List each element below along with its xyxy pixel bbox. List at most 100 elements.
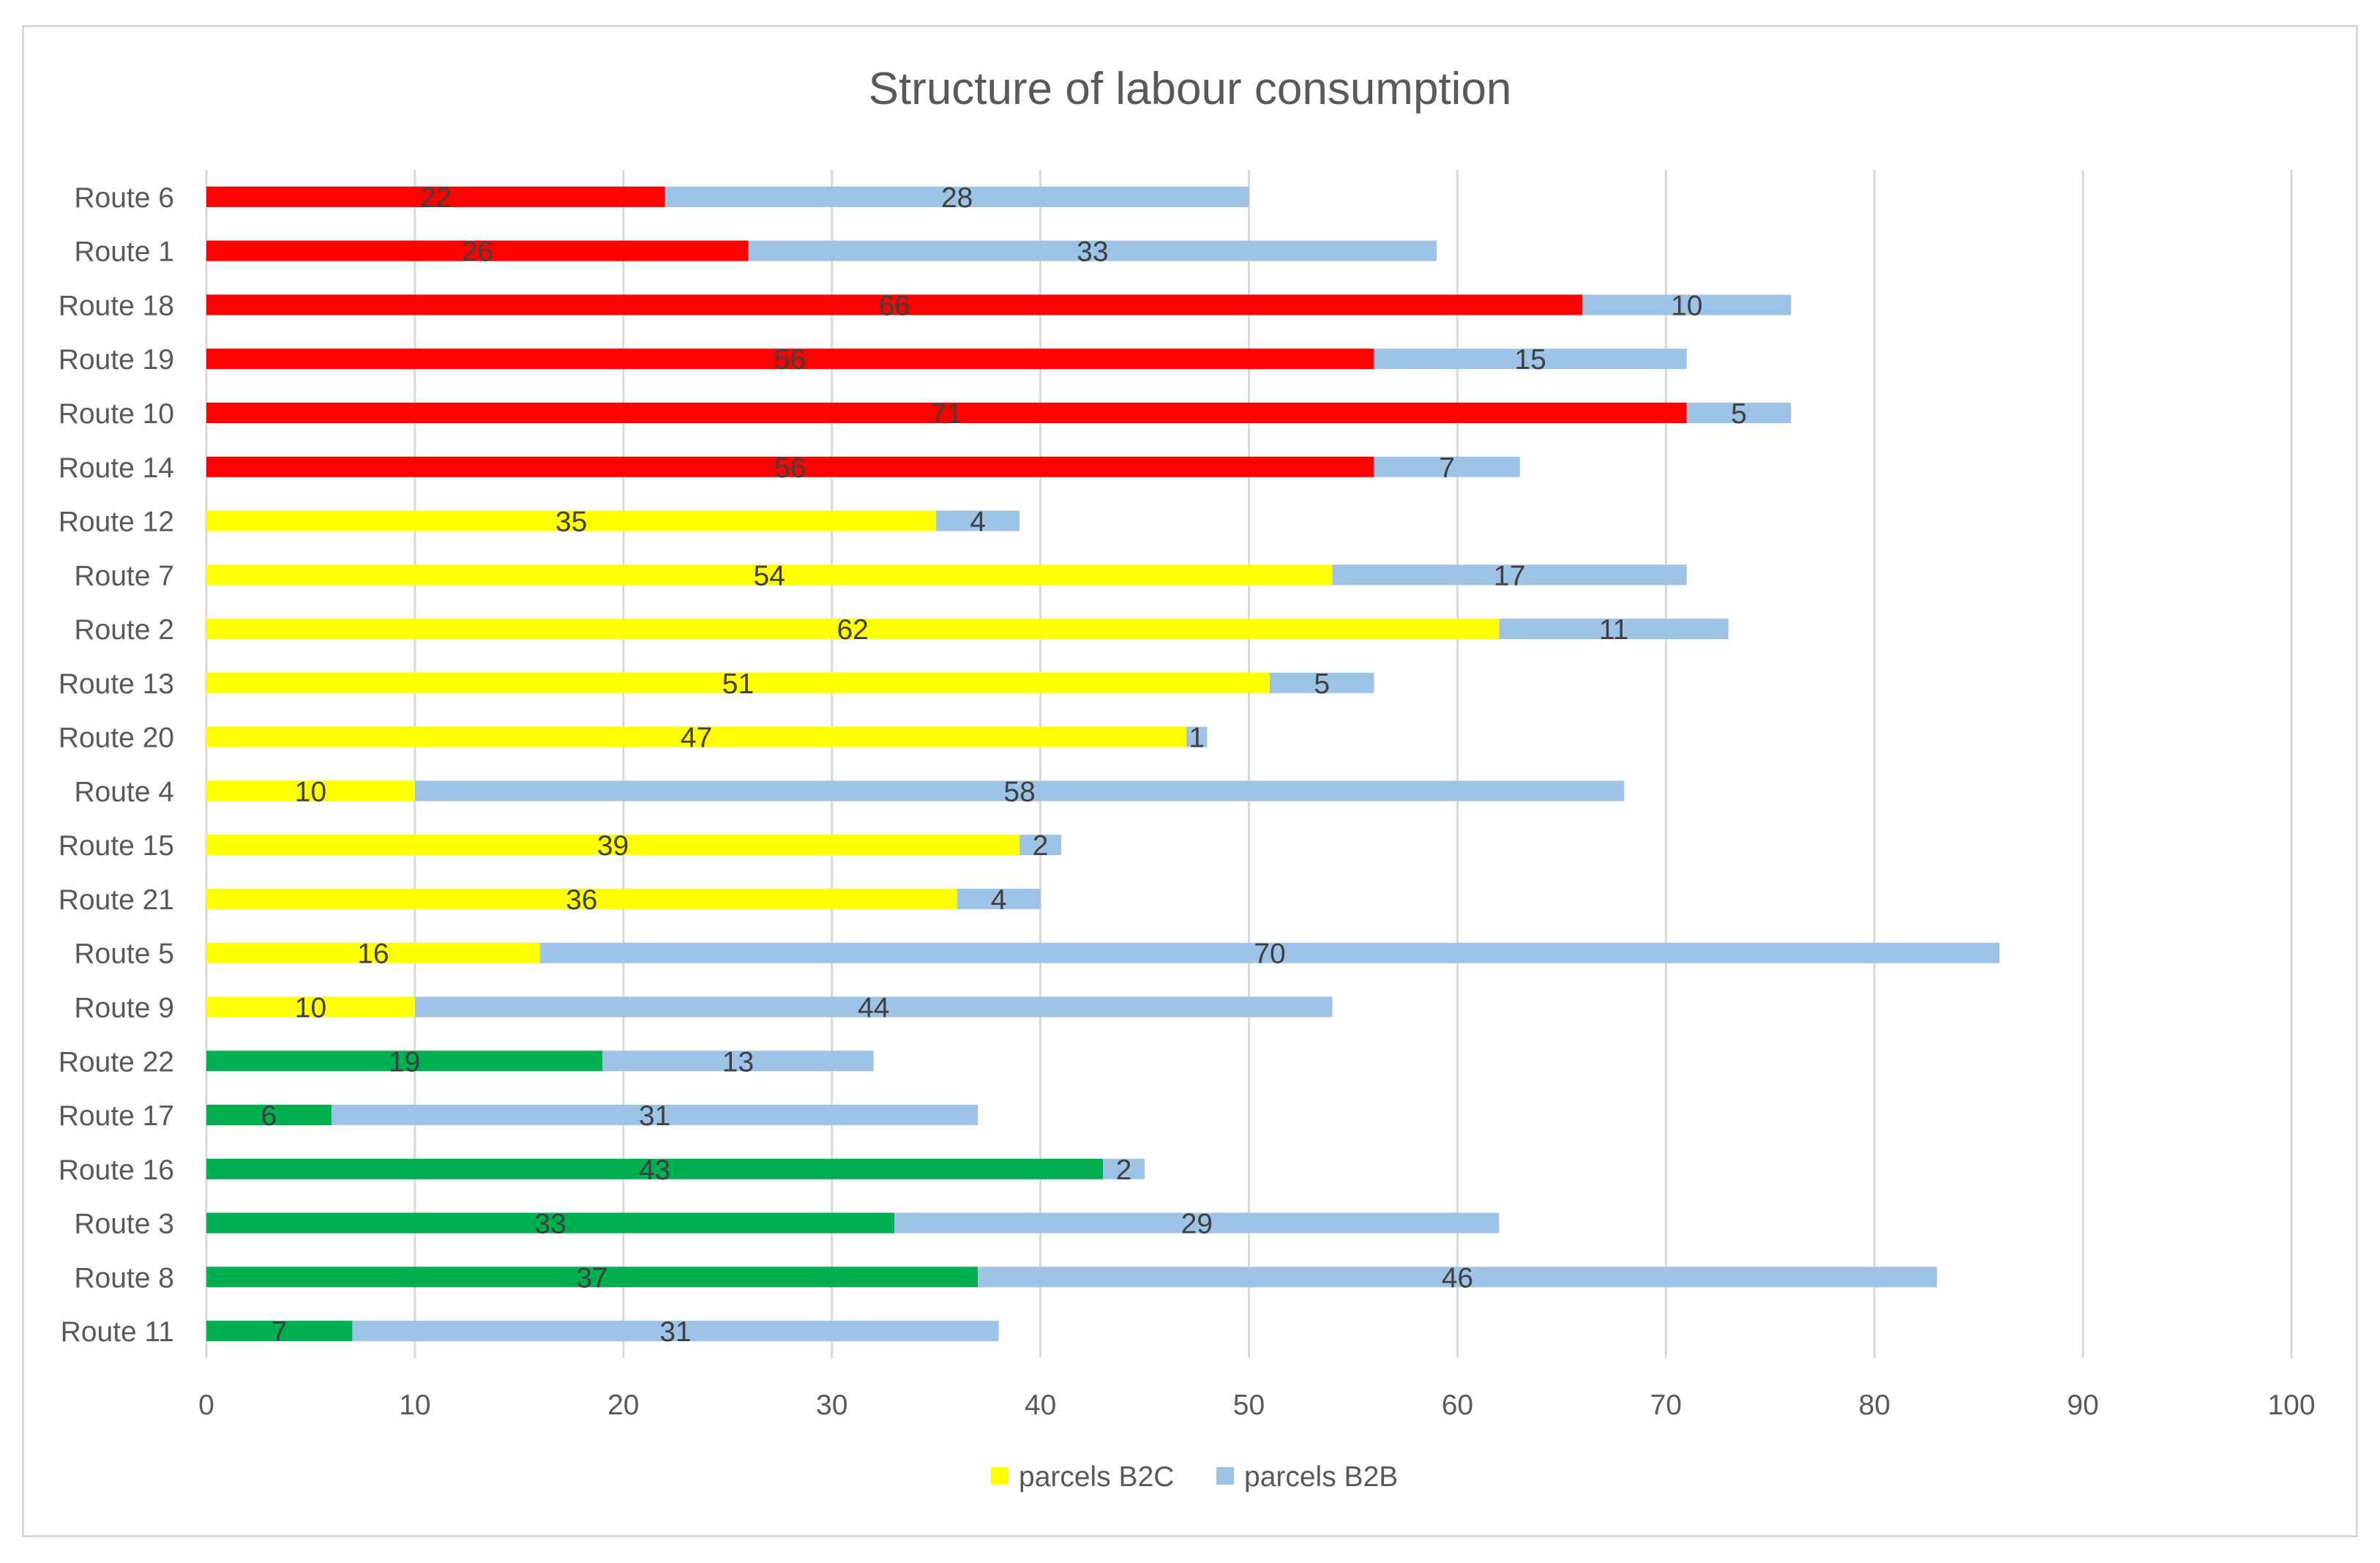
data-label-b2b: 13 bbox=[722, 1046, 754, 1078]
data-label-b2c: 6 bbox=[261, 1100, 277, 1132]
category-label: Route 11 bbox=[61, 1316, 174, 1348]
bar-b2b bbox=[1374, 456, 1520, 477]
bar-b2c bbox=[206, 619, 1500, 640]
bar-b2c bbox=[206, 888, 957, 909]
x-tick-label: 60 bbox=[1442, 1389, 1473, 1421]
data-label-b2c: 36 bbox=[566, 884, 597, 916]
data-label-b2b: 44 bbox=[858, 992, 889, 1023]
data-label-b2b: 1 bbox=[1189, 723, 1205, 754]
bar-b2c bbox=[206, 996, 415, 1018]
data-label-b2c: 37 bbox=[576, 1262, 607, 1294]
bar-b2b bbox=[414, 996, 1333, 1018]
bar-b2b bbox=[1374, 348, 1687, 370]
bars bbox=[206, 186, 2000, 1342]
bar-b2c bbox=[206, 186, 665, 207]
legend-swatch-b2c bbox=[991, 1467, 1008, 1485]
category-label: Route 7 bbox=[74, 560, 174, 592]
category-label: Route 14 bbox=[59, 452, 174, 484]
bar-b2c bbox=[206, 835, 1020, 856]
bar-b2b bbox=[1332, 564, 1687, 586]
bar-b2b bbox=[1686, 402, 1792, 423]
category-labels: Route 6 Route 1 Route 18 Route 19 Route 10 Ro… bbox=[59, 182, 174, 1348]
bar-b2c bbox=[206, 1321, 353, 1342]
data-label-b2c: 39 bbox=[597, 830, 629, 862]
category-label: Route 15 bbox=[59, 830, 174, 862]
data-label-b2b: 28 bbox=[941, 182, 973, 214]
data-label-b2b: 58 bbox=[1003, 776, 1035, 807]
category-label: Route 2 bbox=[74, 614, 174, 646]
data-label-b2c: 71 bbox=[931, 398, 962, 430]
bar-b2c bbox=[206, 240, 749, 261]
legend-swatch-b2b bbox=[1216, 1467, 1234, 1485]
data-label-b2b: 46 bbox=[1442, 1262, 1473, 1294]
category-label: Route 6 bbox=[74, 182, 174, 214]
data-label-b2c: 19 bbox=[389, 1046, 420, 1078]
bar-b2b bbox=[1186, 726, 1208, 747]
bar-b2b bbox=[331, 1105, 978, 1126]
bar-b2c bbox=[206, 510, 937, 531]
bar-b2b bbox=[539, 942, 2000, 963]
data-label-b2b: 2 bbox=[1033, 830, 1049, 862]
bar-b2b bbox=[894, 1212, 1500, 1234]
x-tick-label: 0 bbox=[198, 1389, 214, 1421]
bar-b2b bbox=[1269, 672, 1374, 693]
data-label-b2c: 33 bbox=[534, 1209, 566, 1240]
category-label: Route 19 bbox=[59, 344, 174, 376]
data-label-b2b: 5 bbox=[1314, 668, 1330, 700]
bar-b2b bbox=[1019, 835, 1062, 856]
data-label-b2b: 31 bbox=[639, 1100, 670, 1132]
bar-b2b bbox=[414, 780, 1625, 802]
data-label-b2b: 33 bbox=[1077, 236, 1108, 268]
category-label: Route 21 bbox=[59, 884, 174, 916]
bar-b2b bbox=[1582, 294, 1792, 316]
data-label-b2c: 51 bbox=[722, 668, 754, 700]
data-label-b2c: 35 bbox=[555, 507, 587, 538]
bar-b2c bbox=[206, 348, 1374, 370]
category-label: Route 9 bbox=[74, 992, 174, 1023]
bar-b2c bbox=[206, 1158, 1104, 1179]
data-label-b2b: 4 bbox=[991, 884, 1007, 916]
chart-title: Structure of labour consumption bbox=[869, 64, 1512, 114]
category-label: Route 8 bbox=[74, 1262, 174, 1294]
data-label-b2c: 10 bbox=[295, 992, 326, 1023]
x-tick-label: 50 bbox=[1233, 1389, 1265, 1421]
data-label-b2c: 54 bbox=[754, 560, 785, 592]
bar-b2c bbox=[206, 1267, 978, 1288]
x-tick-label: 100 bbox=[2267, 1389, 2315, 1421]
x-tick-label: 30 bbox=[816, 1389, 847, 1421]
category-label: Route 12 bbox=[59, 507, 174, 538]
category-label: Route 10 bbox=[59, 398, 174, 430]
data-label-b2b: 5 bbox=[1731, 398, 1747, 430]
data-label-b2c: 56 bbox=[774, 452, 806, 484]
x-axis-tick-labels: 0 10 20 30 40 50 60 70 80 90 100 bbox=[198, 1389, 2315, 1421]
bar-b2c bbox=[206, 1051, 603, 1072]
bar-b2b bbox=[1103, 1158, 1145, 1179]
data-label-b2c: 62 bbox=[837, 614, 868, 646]
bar-b2c bbox=[206, 564, 1333, 586]
data-label-b2b: 15 bbox=[1514, 344, 1546, 376]
bar-b2b bbox=[1499, 619, 1729, 640]
bar-b2c bbox=[206, 726, 1187, 747]
x-tick-label: 70 bbox=[1650, 1389, 1682, 1421]
x-tick-label: 80 bbox=[1859, 1389, 1890, 1421]
data-label-b2c: 66 bbox=[878, 290, 910, 321]
data-label-b2c: 56 bbox=[774, 344, 806, 376]
data-label-b2b: 10 bbox=[1671, 290, 1702, 321]
category-label: Route 16 bbox=[59, 1154, 174, 1186]
category-label: Route 22 bbox=[59, 1046, 174, 1078]
category-label: Route 5 bbox=[74, 939, 174, 970]
bar-b2b bbox=[936, 510, 1020, 531]
data-label-b2b: 2 bbox=[1116, 1154, 1132, 1186]
bar-b2c bbox=[206, 942, 540, 963]
category-label: Route 4 bbox=[74, 776, 174, 807]
data-label-b2b: 17 bbox=[1494, 560, 1525, 592]
data-label-b2b: 31 bbox=[659, 1316, 691, 1348]
legend-label-b2b: parcels B2B bbox=[1244, 1461, 1398, 1493]
gridlines bbox=[205, 170, 2293, 1358]
legend: parcels B2C parcels B2B bbox=[991, 1461, 1398, 1493]
bar-b2b bbox=[978, 1267, 1937, 1288]
category-label: Route 20 bbox=[59, 723, 174, 754]
x-tick-label: 90 bbox=[2067, 1389, 2098, 1421]
